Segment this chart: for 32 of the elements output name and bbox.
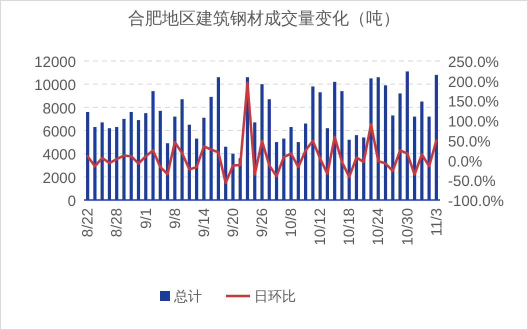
y-tick-label: 6000: [42, 124, 76, 140]
y-tick-label: 0: [68, 193, 76, 210]
legend-label: 总计: [173, 288, 202, 304]
y-tick-label: 8000: [42, 100, 76, 118]
y2-tick-label: 0.0%: [448, 153, 482, 170]
y-tick-label: 4000: [42, 146, 76, 164]
legend-label: 日环比: [254, 288, 296, 304]
x-tick-label: 10/18: [341, 208, 358, 246]
x-tick-label: 8/28: [108, 208, 126, 238]
x-tick-label: 10/8: [283, 208, 300, 238]
x-tick-label: 10/12: [312, 208, 330, 246]
y2-tick-label: -100.0%: [448, 193, 504, 210]
y-tick-label: 2000: [42, 170, 76, 187]
y-tick-label: 12000: [34, 54, 76, 71]
line-series: [86, 82, 438, 184]
y2-tick-label: 100.0%: [448, 114, 499, 131]
chart-title: 合肥地区建筑钢材成交量变化（吨）: [128, 9, 400, 28]
x-tick-label: 9/1: [138, 208, 155, 229]
x-tick-label: 9/8: [166, 208, 184, 229]
y-tick-label: 10000: [34, 77, 76, 94]
y2-tick-label: 150.0%: [448, 94, 499, 111]
y2-tick-label: -50.0%: [448, 173, 496, 190]
y2-tick-label: 50.0%: [448, 133, 491, 150]
x-tick-label: 9/14: [196, 208, 213, 238]
x-tick-label: 11/3: [428, 208, 446, 236]
y2-tick-label: 200.0%: [448, 74, 499, 91]
x-tick-label: 10/24: [370, 208, 388, 246]
x-tick-label: 9/26: [254, 208, 271, 238]
y2-tick-label: 250.0%: [448, 54, 499, 71]
x-tick-label: 8/22: [80, 208, 97, 238]
x-tick-label: 10/30: [399, 208, 416, 246]
x-tick-label: 9/20: [224, 208, 242, 238]
